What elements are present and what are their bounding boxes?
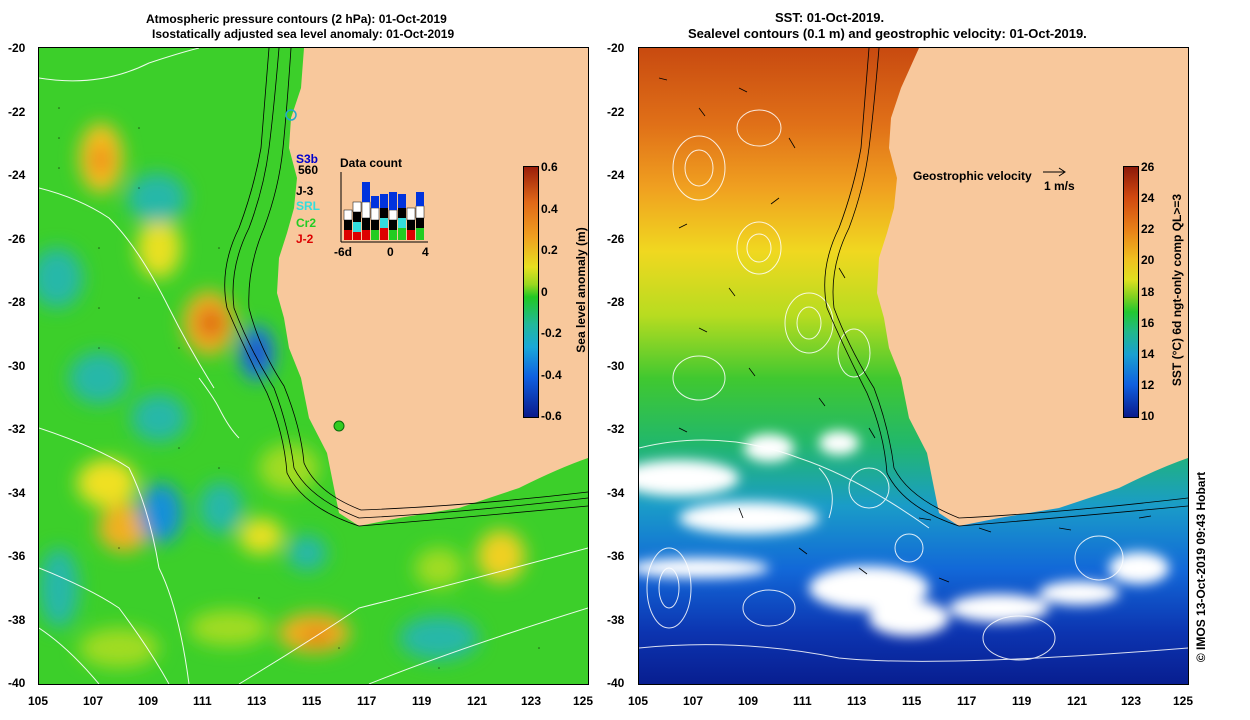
data-count-chart xyxy=(340,172,428,243)
sst-colorbar xyxy=(1123,166,1139,418)
lon-label: 125 xyxy=(573,694,594,708)
lat-label: -22 xyxy=(8,105,26,119)
data-count-title: Data count xyxy=(340,156,403,170)
lon-label: 113 xyxy=(247,694,267,708)
sealevel-contours xyxy=(639,109,1188,662)
lon-label: 121 xyxy=(467,694,488,708)
sla-anomaly-field xyxy=(39,123,525,668)
sst-colorbar-label: SST (°C) 6d ngt-only comp QL>=3 xyxy=(1170,193,1184,387)
sla-colorbar-tick: 0.6 xyxy=(541,160,558,174)
lon-label: 107 xyxy=(683,694,704,708)
lon-label: 123 xyxy=(1121,694,1142,708)
lon-label: 109 xyxy=(138,694,159,708)
lat-label: -40 xyxy=(8,676,26,690)
sla-colorbar-tick: -0.2 xyxy=(541,326,562,340)
lat-label: -20 xyxy=(8,41,26,55)
lon-label: 117 xyxy=(357,694,377,708)
lat-label: -24 xyxy=(8,168,26,182)
lon-label: 119 xyxy=(1012,694,1032,708)
sla-colorbar-tick: 0.4 xyxy=(541,202,558,216)
velocity-scale-arrow-icon xyxy=(1043,167,1066,177)
tide-gauge-marker xyxy=(333,420,345,432)
lat-label: -36 xyxy=(607,549,625,563)
lat-label: -28 xyxy=(607,295,625,309)
lat-label: -38 xyxy=(607,613,625,627)
lat-label: -32 xyxy=(8,422,26,436)
sst-map[interactable] xyxy=(638,47,1189,685)
sat-label-560: 560 xyxy=(298,163,319,177)
sst-colorbar-tick: 24 xyxy=(1141,191,1155,205)
lon-label: 117 xyxy=(957,694,977,708)
velocity-arrows xyxy=(658,77,1152,583)
lat-label: -32 xyxy=(607,422,625,436)
sla-colorbar-tick: -0.4 xyxy=(541,368,562,382)
lon-label: 111 xyxy=(793,694,812,708)
data-count-axis-end: 4 xyxy=(422,245,429,259)
lat-label: -36 xyxy=(8,549,26,563)
right-title-line2: Sealevel contours (0.1 m) and geostrophi… xyxy=(688,26,1087,41)
velocity-legend-label: Geostrophic velocity xyxy=(913,169,1032,183)
imos-credit: © IMOS 13-Oct-2019 09:43 Hobart xyxy=(1194,471,1208,663)
australia-land-right xyxy=(877,48,1188,526)
sat-label-cr2: Cr2 xyxy=(296,216,317,230)
lon-label: 111 xyxy=(193,694,212,708)
velocity-scale-label: 1 m/s xyxy=(1044,179,1075,193)
sst-colorbar-tick: 20 xyxy=(1141,253,1155,267)
lon-label: 119 xyxy=(412,694,432,708)
lon-label: 115 xyxy=(902,694,922,708)
sla-colorbar-label: Sea level anomaly (m) xyxy=(574,227,588,353)
pressure-contours xyxy=(39,48,588,684)
sst-colorbar-tick: 16 xyxy=(1141,316,1155,330)
cloud-mask xyxy=(639,431,1169,636)
tide-gauge-marker xyxy=(285,109,297,121)
bathymetry-contours xyxy=(824,48,1188,527)
lon-label: 105 xyxy=(28,694,49,708)
sst-colorbar-tick: 18 xyxy=(1141,285,1155,299)
data-count-axis-zero: 0 xyxy=(387,245,394,259)
lon-label: 115 xyxy=(302,694,322,708)
lat-label: -26 xyxy=(607,232,625,246)
lat-label: -38 xyxy=(8,613,26,627)
lat-label: -40 xyxy=(607,676,625,690)
sst-colorbar-tick: 12 xyxy=(1141,378,1155,392)
sst-colorbar-tick: 22 xyxy=(1141,222,1155,236)
sla-colorbar xyxy=(523,166,539,418)
data-count-legend: S3b 560 Data count J-3 SRL Cr2 J-2 -6d 0… xyxy=(290,150,440,260)
altimeter-tracks xyxy=(58,107,540,669)
data-count-axis-start: -6d xyxy=(334,245,352,259)
australia-land-left xyxy=(277,48,588,526)
sst-colorbar-tick: 10 xyxy=(1141,409,1155,423)
lon-label: 113 xyxy=(847,694,867,708)
lon-label: 125 xyxy=(1173,694,1194,708)
lon-label: 107 xyxy=(83,694,104,708)
sla-colorbar-tick: 0.2 xyxy=(541,243,558,257)
lat-label: -26 xyxy=(8,232,26,246)
sla-colorbar-tick: 0 xyxy=(541,285,548,299)
sat-label-s3b: S3b xyxy=(296,152,319,166)
lat-label: -20 xyxy=(607,41,625,55)
sat-label-j3: J-3 xyxy=(296,184,314,198)
lon-label: 121 xyxy=(1067,694,1088,708)
left-title-line1: Atmospheric pressure contours (2 hPa): 0… xyxy=(146,12,447,26)
lon-label: 109 xyxy=(738,694,759,708)
lat-label: -28 xyxy=(8,295,26,309)
lat-label: -34 xyxy=(8,486,26,500)
lat-label: -30 xyxy=(607,359,625,373)
sla-map[interactable] xyxy=(38,47,589,685)
right-title-line1: SST: 01-Oct-2019. xyxy=(775,10,885,25)
lat-label: -24 xyxy=(607,168,625,182)
lon-label: 105 xyxy=(628,694,649,708)
lat-label: -30 xyxy=(8,359,26,373)
bathymetry-contours xyxy=(224,48,588,527)
sat-label-srl: SRL xyxy=(296,199,320,213)
lat-label: -34 xyxy=(607,486,625,500)
lon-label: 123 xyxy=(521,694,542,708)
sst-colorbar-tick: 14 xyxy=(1141,347,1155,361)
lat-label: -22 xyxy=(607,105,625,119)
sst-colorbar-tick: 26 xyxy=(1141,160,1155,174)
left-title-line2: Isostatically adjusted sea level anomaly… xyxy=(152,27,455,41)
sla-colorbar-tick: -0.6 xyxy=(541,409,562,423)
sat-label-j2: J-2 xyxy=(296,232,314,246)
